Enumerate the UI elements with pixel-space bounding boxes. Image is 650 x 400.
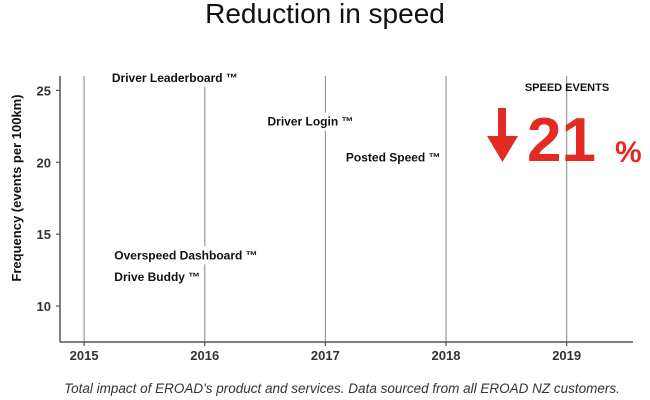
annotation-driver-login-backing	[264, 112, 357, 131]
annotation-driver-login-text: Driver Login ™	[267, 115, 353, 129]
callout-label: SPEED EVENTS	[525, 82, 609, 94]
plot-axes	[59, 76, 633, 343]
annotation-drive-buddy-backing	[111, 267, 204, 286]
down-arrow-shaft	[498, 108, 506, 141]
annotation-overspeed-dashboard-text: Overspeed Dashboard ™	[114, 248, 257, 262]
x-tick-label-2018: 2018	[432, 348, 461, 363]
callout-value: 21	[527, 106, 596, 175]
x-tick-label-2015: 2015	[70, 348, 99, 363]
annotation-drive-buddy-text: Drive Buddy ™	[114, 270, 200, 284]
annotation-posted-speed-backing	[342, 148, 444, 167]
annotation-driver-leaderboard-backing	[108, 68, 241, 87]
annotation-driver-login: Driver Login ™	[264, 112, 357, 131]
annotations: Driver Leaderboard ™ Driver Login ™ Posted…	[108, 68, 444, 286]
x-tick-label-2017: 2017	[311, 348, 340, 363]
chart-caption: Total impact of EROAD's product and serv…	[64, 381, 620, 396]
callout-unit: %	[615, 136, 642, 169]
y-tick-label-10: 10	[37, 299, 51, 314]
speed-events-callout: SPEED EVENTS 21 %	[487, 82, 642, 175]
annotation-posted-speed-text: Posted Speed ™	[346, 151, 441, 165]
y-tick-labels: 10 15 20 25	[37, 83, 60, 314]
annotation-overspeed-dashboard: Overspeed Dashboard ™	[111, 246, 261, 265]
annotation-driver-leaderboard: Driver Leaderboard ™	[108, 68, 241, 87]
x-tick-labels: 2015 2016 2017 2018 2019	[70, 342, 581, 363]
annotation-overspeed-dashboard-backing	[111, 246, 261, 265]
annotation-posted-speed: Posted Speed ™	[342, 148, 444, 167]
annotation-driver-leaderboard-text: Driver Leaderboard ™	[112, 71, 238, 85]
y-axis-label: Frequency (events per 100km)	[9, 94, 24, 281]
down-arrow-icon	[487, 108, 518, 162]
y-tick-label-15: 15	[37, 227, 51, 242]
x-tick-label-2019: 2019	[552, 348, 581, 363]
chart-title: Reduction in speed	[205, 0, 445, 29]
down-arrow-head	[487, 136, 518, 162]
y-tick-label-20: 20	[37, 155, 51, 170]
annotation-drive-buddy: Drive Buddy ™	[111, 267, 204, 286]
y-tick-label-25: 25	[37, 83, 51, 98]
x-tick-label-2016: 2016	[190, 348, 219, 363]
